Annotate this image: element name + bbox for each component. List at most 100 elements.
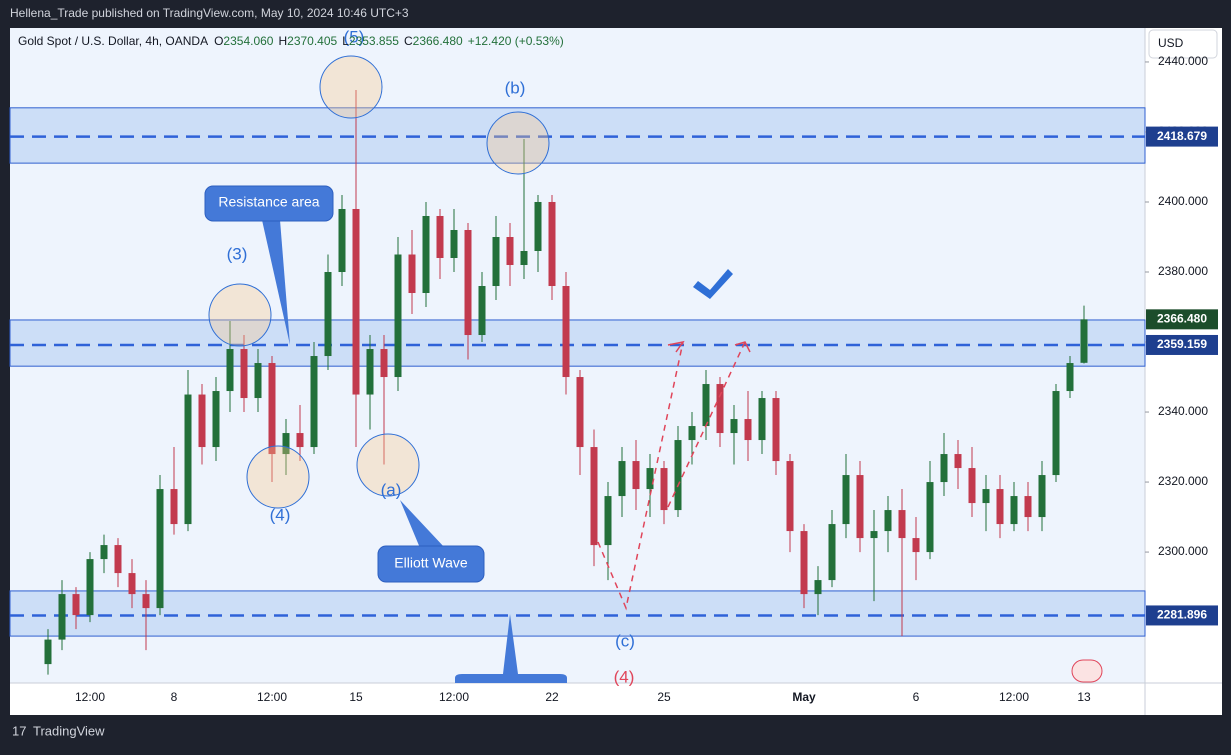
x-tick-label: May	[792, 690, 816, 704]
candle-body	[366, 349, 374, 395]
header: Hellena_Trade published on TradingView.c…	[10, 6, 409, 20]
drawings	[204, 55, 1103, 683]
candle-body	[296, 433, 304, 448]
candle-body	[240, 349, 248, 399]
candle-body	[436, 215, 444, 259]
candle-body	[646, 468, 654, 490]
candle-body	[408, 254, 416, 294]
change: +12.420 (+0.53%)	[468, 34, 564, 48]
wave-circle	[246, 445, 310, 509]
wave-label: (a)	[381, 480, 402, 499]
wave-circle	[486, 111, 550, 175]
candle-body	[716, 384, 724, 434]
candle-body	[660, 468, 668, 511]
callout-pointer	[400, 500, 445, 548]
legend: Gold Spot / U.S. Dollar, 4h, OANDA O2354.…	[18, 34, 564, 48]
level-label: 2418.679	[1157, 129, 1207, 143]
ohlc-value: 2354.060	[223, 34, 273, 48]
candle-body	[198, 394, 206, 448]
zone	[9, 590, 1146, 637]
candle-body	[940, 454, 948, 483]
x-tick-label: 8	[171, 690, 178, 704]
y-tick-label: 2320.000	[1158, 474, 1208, 488]
candle-body	[72, 594, 80, 616]
last-price-bg	[1146, 309, 1218, 330]
candle-body	[1038, 475, 1046, 518]
x-tick-label: 12:00	[999, 690, 1029, 704]
candle-body	[926, 482, 934, 553]
logo-mark: 17	[12, 723, 26, 738]
candle-body	[912, 538, 920, 553]
callout-pointer	[262, 220, 290, 345]
candle-body	[86, 559, 94, 616]
callout-box	[377, 545, 485, 583]
candle-body	[1066, 363, 1074, 392]
candle-body	[352, 208, 360, 395]
arrow-head	[734, 341, 751, 353]
y-tick-label: 2440.000	[1158, 54, 1208, 68]
candle-body	[562, 286, 570, 378]
wave-circle	[356, 433, 420, 497]
currency[interactable]: USD	[1158, 36, 1184, 50]
y-tick-label: 2380.000	[1158, 264, 1208, 278]
ohlc-value: 2370.405	[287, 34, 337, 48]
wave-projection	[597, 341, 684, 611]
candle-body	[310, 356, 318, 448]
zones	[9, 107, 1146, 637]
candle-body	[856, 475, 864, 539]
candle-body	[184, 394, 192, 525]
candle-body	[450, 229, 458, 259]
wave-circle	[319, 55, 383, 119]
wave-label: (3)	[227, 244, 248, 263]
candle-body	[674, 440, 682, 511]
candle-body	[254, 363, 262, 399]
candle-body	[58, 594, 66, 640]
candle-body	[884, 510, 892, 532]
candle-body	[632, 461, 640, 490]
candle-body	[282, 433, 290, 455]
candle-body	[324, 272, 332, 357]
candle-body	[1052, 391, 1060, 476]
candle-body	[520, 251, 528, 266]
ohlc-key: H	[278, 34, 287, 48]
candle-body	[618, 461, 626, 497]
candle-body	[982, 489, 990, 504]
ohlc-value: 2353.855	[349, 34, 399, 48]
wave-label: (c)	[615, 631, 635, 650]
callout-box	[204, 185, 334, 222]
y-tick-label: 2340.000	[1158, 404, 1208, 418]
ohlc-key: L	[342, 34, 349, 48]
x-tick-label: 13	[1077, 690, 1091, 704]
checkmark	[693, 269, 733, 299]
candle-body	[226, 349, 234, 392]
zone	[9, 107, 1146, 164]
candle-body	[422, 215, 430, 294]
candle-body	[702, 384, 710, 427]
candle-body	[576, 377, 584, 448]
level-label-bg	[1146, 334, 1218, 355]
callout-text: Elliott Wave	[394, 555, 468, 571]
level-label-bg	[1146, 605, 1218, 626]
candle-body	[870, 531, 878, 539]
candle-body	[338, 208, 346, 273]
candle-body	[114, 545, 122, 574]
x-tick-label: 25	[657, 690, 671, 704]
candle-body	[170, 489, 178, 525]
y-tick-label: 2400.000	[1158, 194, 1208, 208]
y-tick-label: 2300.000	[1158, 544, 1208, 558]
candle-body	[828, 524, 836, 581]
candle-body	[100, 545, 108, 560]
candle-body	[898, 510, 906, 539]
candle-body	[590, 447, 598, 546]
x-tick-label: 22	[545, 690, 559, 704]
x-tick-label: 15	[349, 690, 363, 704]
arrow-head	[667, 340, 685, 353]
candle-body	[800, 531, 808, 595]
event-badge	[1071, 659, 1103, 683]
candle-body	[548, 201, 556, 287]
callout-pointer	[455, 614, 567, 683]
currency-button[interactable]	[1148, 29, 1218, 59]
level-label: 2359.159	[1157, 337, 1207, 351]
candle-body	[842, 475, 850, 525]
